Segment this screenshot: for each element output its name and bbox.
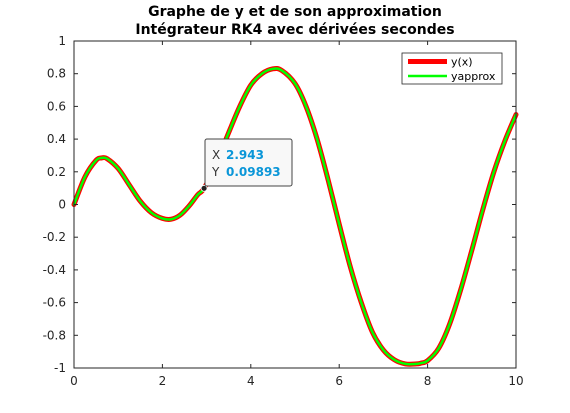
datatip-y-value: 0.09893 xyxy=(226,165,281,179)
series-layer xyxy=(71,65,519,367)
x-tick-label: 8 xyxy=(424,374,432,388)
y-tick-label: 0.6 xyxy=(47,99,66,113)
series-line-yapprox xyxy=(72,67,518,366)
y-ticks: -1 -0.8 -0.6 -0.4 -0.2 0 0.2 0.4 0.6 0.8 1 xyxy=(43,34,516,375)
y-tick-label: -0.2 xyxy=(43,230,66,244)
chart-title-line-1: Graphe de y et de son approximation xyxy=(148,4,442,20)
y-tick-label: 0.8 xyxy=(47,67,66,81)
legend-label-yapprox: yapprox xyxy=(451,70,496,83)
chart-title-line-2: Intégrateur RK4 avec dérivées secondes xyxy=(135,22,454,38)
y-tick-label: 0.4 xyxy=(47,132,66,146)
y-tick-label: 0 xyxy=(58,198,66,212)
x-tick-label: 6 xyxy=(335,374,343,388)
legend: y(x) yapprox xyxy=(401,52,503,85)
x-tick-label: 10 xyxy=(508,374,523,388)
x-tick-label: 2 xyxy=(159,374,167,388)
datatip-y-key: Y xyxy=(211,165,220,179)
y-tick-label: -0.8 xyxy=(43,328,66,342)
y-tick-label: -1 xyxy=(54,361,66,375)
datatip-x-value: 2.943 xyxy=(226,148,264,162)
x-tick-label: 4 xyxy=(247,374,255,388)
x-ticks: 0 2 4 6 8 10 xyxy=(70,41,524,388)
datatip-marker[interactable] xyxy=(200,184,208,192)
y-tick-label: -0.4 xyxy=(43,263,66,277)
y-tick-label: 0.2 xyxy=(47,165,66,179)
y-tick-label: -0.6 xyxy=(43,296,66,310)
legend-label-yx: y(x) xyxy=(451,56,473,69)
datatip-x-key: X xyxy=(212,148,220,162)
legend-box xyxy=(401,52,503,85)
y-tick-label: 1 xyxy=(58,34,66,48)
datatip-box xyxy=(204,138,293,187)
x-tick-label: 0 xyxy=(70,374,78,388)
datatip[interactable]: X 2.943 Y 0.09893 xyxy=(200,138,293,192)
plot-area xyxy=(74,41,516,368)
